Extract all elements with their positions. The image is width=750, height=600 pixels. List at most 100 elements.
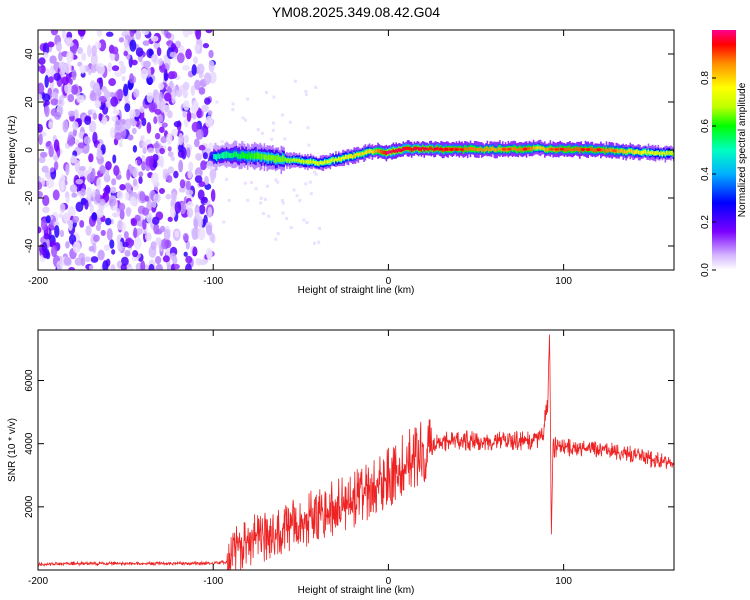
ridge-peak <box>401 147 407 151</box>
noise-speckle <box>96 77 103 84</box>
ridge-mark <box>668 151 671 155</box>
ridge-mark <box>608 148 611 152</box>
ridge-mark <box>365 150 368 154</box>
ridge-mark <box>429 146 431 150</box>
noise-speckle <box>96 149 103 160</box>
ridge-mark <box>513 146 515 150</box>
ridge-mark <box>321 161 323 165</box>
noise-speckle <box>256 128 260 132</box>
noise-speckle <box>182 110 187 118</box>
noise-speckle <box>169 252 177 261</box>
ridge-mark <box>604 149 606 153</box>
noise-speckle <box>220 140 224 144</box>
ridge-mark <box>660 151 662 155</box>
noise-speckle <box>120 256 129 267</box>
ridge-mark <box>464 147 466 151</box>
noise-speckle <box>152 154 159 162</box>
noise-speckle <box>155 237 162 246</box>
ridge-mark <box>468 146 470 151</box>
ridge-mark <box>273 155 276 163</box>
noise-speckle <box>80 188 86 196</box>
noise-speckle <box>122 241 129 248</box>
colorbar-label: Normalized spectral amplitude <box>737 82 748 217</box>
noise-speckle <box>91 212 98 221</box>
noise-speckle <box>142 147 147 155</box>
noise-speckle <box>203 72 212 85</box>
noise-speckle <box>241 116 245 120</box>
noise-speckle <box>259 196 263 200</box>
ridge-mark <box>216 154 218 162</box>
spectrogram-xtick-label: 0 <box>386 276 392 287</box>
ridge-mark <box>335 157 337 161</box>
noise-speckle <box>66 31 73 40</box>
ridge-mark <box>656 151 658 155</box>
ridge-peak <box>438 147 444 151</box>
ridge-mark <box>647 149 650 154</box>
noise-speckle <box>308 180 312 184</box>
noise-speckle <box>124 182 132 191</box>
ridge-mark <box>298 158 301 163</box>
noise-speckle <box>205 30 213 34</box>
noise-speckle <box>147 76 154 86</box>
noise-speckle <box>307 143 311 147</box>
ridge-mark <box>539 146 542 150</box>
noise-speckle <box>90 52 98 66</box>
noise-speckle <box>207 206 213 219</box>
noise-speckle <box>150 35 159 42</box>
noise-speckle <box>96 30 103 37</box>
ridge-mark <box>358 152 361 156</box>
noise-speckle <box>267 214 271 218</box>
noise-speckle <box>210 188 216 202</box>
noise-speckle <box>61 30 66 40</box>
ridge-mark <box>625 150 627 155</box>
ridge-mark <box>347 155 350 159</box>
spectrogram-image <box>38 30 674 270</box>
noise-speckle <box>158 187 165 195</box>
noise-speckle <box>192 56 198 65</box>
ridge-mark <box>265 154 267 160</box>
ridge-mark <box>649 151 651 155</box>
noise-speckle <box>154 255 162 265</box>
noise-speckle <box>38 156 46 164</box>
ridge-mark <box>672 152 674 157</box>
noise-speckle <box>38 65 42 72</box>
noise-speckle <box>206 224 213 236</box>
noise-speckle <box>194 43 201 52</box>
snr-xtick-label: 100 <box>555 576 572 587</box>
ridge-mark <box>626 150 629 154</box>
noise-speckle <box>159 225 166 233</box>
ridge-mark <box>633 150 636 155</box>
noise-speckle <box>112 154 117 164</box>
noise-speckle <box>60 179 65 192</box>
noise-speckle <box>173 170 179 179</box>
noise-speckle <box>304 93 308 97</box>
noise-speckle <box>280 198 284 202</box>
ridge-mark <box>318 161 320 166</box>
noise-speckle <box>227 198 231 202</box>
colorbar-tick-label: 0.4 <box>700 167 711 181</box>
ridge-peak <box>412 147 417 151</box>
ridge-mark <box>323 160 326 164</box>
ridge-mark <box>336 158 339 162</box>
noise-speckle <box>109 239 115 249</box>
ridge-mark <box>410 147 413 152</box>
noise-speckle <box>112 109 120 115</box>
ridge-mark <box>643 149 646 154</box>
noise-speckle <box>74 257 83 266</box>
noise-speckle <box>88 120 97 133</box>
noise-speckle <box>65 241 70 249</box>
noise-speckle <box>38 175 42 182</box>
snr-ytick-label: 4000 <box>24 432 35 455</box>
ridge-mark <box>605 147 608 152</box>
noise-speckle <box>170 43 177 51</box>
noise-speckle <box>107 62 113 73</box>
snr-ytick-label: 6000 <box>24 369 35 392</box>
noise-speckle <box>292 188 296 192</box>
ridge-mark <box>630 149 633 153</box>
ridge-mark <box>475 148 477 151</box>
ridge-mark <box>567 147 570 151</box>
ridge-mark <box>609 147 612 152</box>
noise-speckle <box>314 172 318 176</box>
noise-speckle <box>99 165 106 174</box>
